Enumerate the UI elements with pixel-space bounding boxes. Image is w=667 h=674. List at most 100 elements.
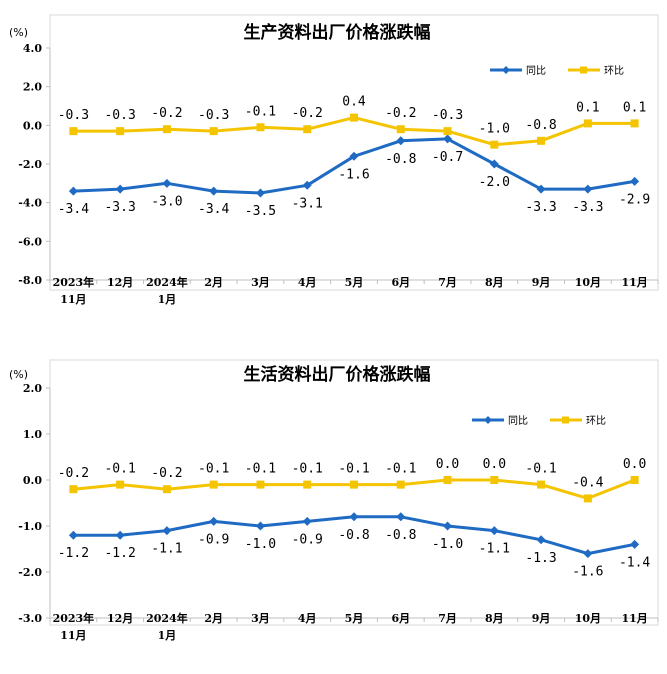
y-tick-label: -6.0	[18, 235, 42, 248]
data-label-mom: -1.0	[479, 122, 510, 137]
data-point-mom	[209, 127, 218, 136]
y-tick-label: 2.0	[23, 382, 42, 395]
x-tick-label: 4月	[298, 276, 317, 289]
y-tick-label: -8.0	[18, 274, 42, 287]
y-tick-label: -1.0	[18, 520, 42, 533]
x-tick-label: 9月	[532, 612, 551, 625]
data-label-yoy: -1.0	[245, 537, 276, 552]
data-label-yoy: -2.9	[619, 192, 650, 207]
y-tick-label: -2.0	[18, 158, 42, 171]
data-label-mom: -0.1	[104, 462, 135, 477]
x-tick-label: 12月	[107, 612, 133, 625]
data-label-mom: -0.8	[525, 118, 556, 133]
data-point-yoy	[583, 184, 593, 194]
x-tick-label: 2024年 1月	[146, 611, 188, 642]
data-label-mom: 0.1	[576, 100, 599, 115]
y-tick-label: -4.0	[18, 197, 42, 210]
data-point-mom	[209, 480, 218, 489]
data-label-mom: -0.1	[338, 462, 369, 477]
data-point-mom	[583, 494, 592, 503]
chart-2: 生活资料出厂价格涨跌幅 (%)2.0 1.0 0.0 -1.0 -2.0 -3.0 2023年…	[9, 359, 659, 642]
data-point-yoy	[68, 186, 78, 196]
data-label-yoy: -1.6	[338, 167, 369, 182]
data-label-mom: -0.1	[198, 462, 229, 477]
data-point-mom	[303, 480, 312, 489]
x-tick-label: 9月	[532, 276, 551, 289]
series-line-yoy	[73, 137, 635, 195]
data-label-mom: 0.4	[342, 95, 366, 110]
data-label-yoy: -3.1	[292, 196, 323, 211]
data-label-mom: -0.2	[58, 466, 89, 481]
data-label-yoy: -3.3	[525, 200, 556, 215]
data-point-mom	[537, 480, 546, 489]
legend-marker-mom	[580, 66, 587, 74]
data-point-mom	[490, 476, 499, 484]
data-point-yoy	[396, 136, 406, 146]
data-point-yoy	[489, 526, 499, 536]
data-label-mom: -0.1	[245, 462, 276, 477]
x-tick-label: 5月	[345, 276, 364, 289]
x-tick-label: 2023年 11月	[53, 275, 95, 306]
data-point-mom	[490, 140, 499, 149]
data-label-mom: -0.1	[292, 462, 323, 477]
data-label-mom: -0.1	[385, 462, 416, 477]
data-point-yoy	[162, 526, 172, 536]
data-label-mom: 0.0	[483, 457, 506, 472]
x-tick-label: 11月	[621, 612, 647, 625]
data-label-mom: 0.0	[436, 457, 459, 472]
chart-1: 生产资料出厂价格涨跌幅 (%) 4.0 2.0 0.0 -2.0 -4.0 -6.0 -8.0 2…	[9, 14, 659, 306]
y-tick-label: 0.0	[23, 119, 42, 132]
data-point-yoy	[536, 184, 546, 194]
data-point-mom	[69, 485, 78, 494]
legend-label-yoy: 同比	[508, 415, 528, 427]
x-tick-label: 10月	[575, 612, 601, 625]
x-tick-label: 6月	[391, 612, 410, 625]
data-point-mom	[396, 480, 405, 489]
data-label-mom: -0.3	[432, 108, 463, 123]
y-tick-label: -3.0	[18, 612, 42, 625]
data-label-mom: -0.3	[58, 108, 89, 123]
data-point-yoy	[630, 176, 640, 186]
data-point-mom	[537, 136, 546, 145]
data-label-mom: -0.2	[385, 106, 416, 121]
data-label-yoy: -0.7	[432, 150, 463, 165]
data-label-yoy: -0.9	[198, 532, 229, 547]
data-point-yoy	[209, 516, 219, 526]
x-tick-label: 2023年 11月	[53, 611, 95, 642]
data-point-yoy	[489, 159, 499, 169]
data-point-yoy	[396, 512, 406, 522]
legend-label-yoy: 同比	[526, 65, 546, 77]
legend-marker-mom	[562, 416, 569, 424]
data-point-yoy	[255, 521, 265, 531]
data-label-mom: -0.1	[525, 462, 556, 477]
data-label-yoy: -0.9	[292, 532, 323, 547]
data-point-yoy	[115, 184, 125, 194]
data-point-mom	[350, 113, 358, 122]
x-tick-label: 8月	[485, 276, 504, 289]
data-label-yoy: -0.8	[385, 528, 416, 543]
data-point-yoy	[349, 512, 359, 522]
y-tick-label: 1.0	[23, 428, 42, 441]
y-tick-label: 2.0	[23, 81, 42, 94]
data-label-yoy: -0.8	[385, 152, 416, 167]
data-label-yoy: -1.6	[572, 565, 603, 580]
data-label-yoy: -3.3	[572, 200, 603, 215]
x-tick-label: 5月	[345, 612, 364, 625]
data-label-yoy: -1.4	[619, 555, 650, 570]
y-unit: (%)	[9, 26, 28, 39]
data-point-mom	[630, 476, 639, 484]
data-label-mom: -0.1	[245, 104, 276, 119]
data-label-yoy: -1.0	[432, 537, 463, 552]
data-label-yoy: -3.4	[58, 202, 89, 217]
data-point-mom	[116, 480, 125, 489]
legend: 同比 环比	[472, 415, 606, 427]
legend-label-mom: 环比	[586, 415, 606, 427]
x-tick-label: 4月	[298, 612, 317, 625]
data-label-yoy: -3.4	[198, 202, 229, 217]
data-label-yoy: -3.0	[151, 194, 182, 209]
data-label-mom: 0.0	[623, 457, 646, 472]
data-label-mom: -0.2	[151, 466, 182, 481]
data-point-mom	[630, 119, 639, 128]
data-point-yoy	[583, 549, 593, 559]
data-label-mom: -0.2	[151, 106, 182, 121]
